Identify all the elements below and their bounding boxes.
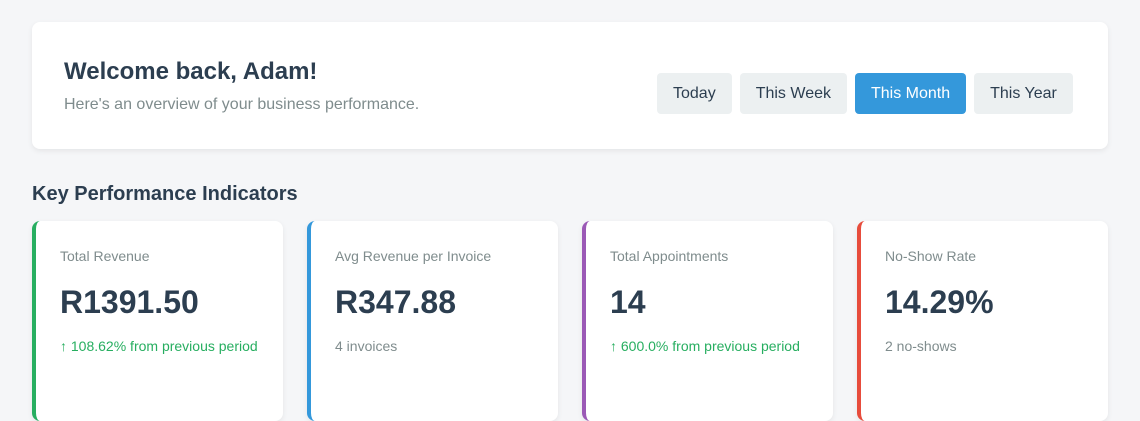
period-selector: Today This Week This Month This Year: [657, 73, 1073, 114]
welcome-panel: Welcome back, Adam! Here's an overview o…: [32, 22, 1108, 149]
period-week-button[interactable]: This Week: [739, 73, 847, 114]
kpi-value: 14: [610, 284, 646, 320]
kpi-card-no-show-rate: No-Show Rate 14.29% 2 no-shows: [857, 221, 1108, 421]
welcome-title: Welcome back, Adam!: [64, 58, 318, 85]
kpi-card-appointments: Total Appointments 14 ↑ 600.0% from prev…: [582, 221, 833, 421]
kpi-note: 2 no-shows: [885, 338, 957, 354]
kpi-value: R1391.50: [60, 284, 199, 320]
kpi-value: R347.88: [335, 284, 456, 320]
kpi-card-avg-revenue: Avg Revenue per Invoice R347.88 4 invoic…: [307, 221, 558, 421]
kpi-section-title: Key Performance Indicators: [32, 183, 298, 205]
kpi-label: Total Revenue: [60, 248, 150, 264]
kpi-note: 4 invoices: [335, 338, 398, 354]
welcome-subtitle: Here's an overview of your business perf…: [64, 96, 420, 113]
period-month-button[interactable]: This Month: [854, 73, 967, 114]
kpi-label: Total Appointments: [610, 248, 729, 264]
kpi-value: 14.29%: [885, 284, 994, 320]
kpi-label: No-Show Rate: [885, 248, 977, 264]
period-year-button[interactable]: This Year: [974, 73, 1073, 114]
kpi-card-total-revenue: Total Revenue R1391.50 ↑ 108.62% from pr…: [32, 221, 283, 421]
kpi-change: ↑ 108.62% from previous period: [60, 338, 258, 354]
kpi-change: ↑ 600.0% from previous period: [610, 338, 800, 354]
period-today-button[interactable]: Today: [657, 73, 732, 114]
kpi-label: Avg Revenue per Invoice: [335, 248, 492, 264]
